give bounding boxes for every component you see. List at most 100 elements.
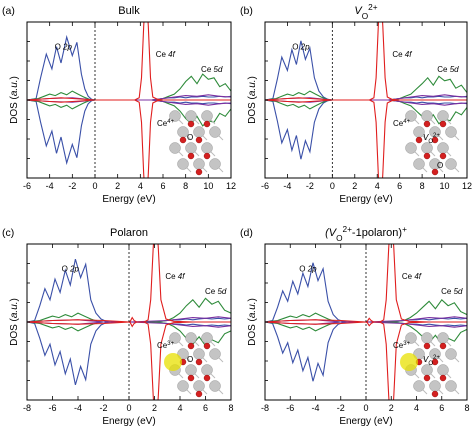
ce-atom	[445, 126, 457, 138]
ce-atom	[437, 110, 449, 122]
o-atom	[203, 342, 211, 350]
panel-title: Polaron	[110, 227, 148, 239]
x-tick-label: 4	[414, 403, 419, 413]
x-axis-label: Energy (eV)	[339, 416, 392, 427]
o-atom	[203, 152, 211, 160]
o-atom	[423, 120, 431, 128]
series-line-down	[27, 99, 231, 106]
y-axis-label: DOS (a.u.)	[9, 298, 20, 346]
o-atom	[203, 120, 211, 128]
ce-atom	[169, 142, 181, 154]
o-atom	[431, 168, 439, 176]
panel-label: (d)	[240, 227, 253, 239]
ce-atom	[405, 110, 417, 122]
structure-label: O	[187, 133, 193, 142]
plot-area	[265, 22, 467, 178]
ce-atom	[437, 364, 449, 376]
structure-label: Ce4+	[393, 119, 411, 128]
ce-atom	[185, 364, 197, 376]
crystal-structure-inset: Ce4+ VO2+ O	[393, 110, 460, 176]
o-atom	[423, 342, 431, 350]
o-atom	[187, 152, 195, 160]
ce-atom	[421, 110, 433, 122]
ce-atom	[405, 142, 417, 154]
polaron-density	[164, 353, 182, 371]
x-tick-label: -2	[337, 403, 345, 413]
o-atom	[179, 136, 187, 144]
series-line-down	[265, 99, 467, 106]
crystal-structure-inset: Ce3+ O	[157, 332, 224, 398]
ce-atom	[185, 142, 197, 154]
peak-annotation: O 2p	[292, 43, 310, 52]
x-tick-label: 6	[397, 181, 402, 191]
peak-annotation: O 2p	[299, 265, 317, 274]
crystal-structure-inset: Ce4+ O	[157, 110, 224, 176]
ce-atom	[209, 380, 221, 392]
x-tick-label: 0	[92, 181, 97, 191]
peak-annotation: Ce 4f	[402, 272, 422, 281]
peak-annotation: Ce 5d	[437, 65, 459, 74]
o-atom	[187, 120, 195, 128]
ce-atom	[193, 380, 205, 392]
x-tick-label: -2	[99, 403, 107, 413]
x-tick-label: 10	[440, 181, 450, 191]
y-axis-label: DOS (a.u.)	[247, 76, 258, 124]
panel-label: (b)	[240, 5, 253, 17]
ce-atom	[209, 158, 221, 170]
panel-b: -6 -4 -2 0 2 4 6 8 10 12 Energy (eV) DOS (a.u.) (b) V…	[240, 3, 472, 206]
x-tick-label: 6	[160, 181, 165, 191]
o-atom	[439, 152, 447, 160]
ce-atom	[445, 348, 457, 360]
x-tick-label: -6	[48, 403, 56, 413]
x-axis-label: Energy (eV)	[102, 416, 155, 427]
o-atom	[195, 136, 203, 144]
o-atom	[431, 358, 439, 366]
series-line-up	[265, 94, 467, 101]
o-atom	[439, 342, 447, 350]
ce-atom	[437, 332, 449, 344]
o-atom	[439, 374, 447, 382]
o-atom	[423, 152, 431, 160]
o-atom	[195, 390, 203, 398]
y-axis-label: DOS (a.u.)	[9, 76, 20, 124]
series-line-down	[27, 321, 231, 400]
peak-annotation: Ce 5d	[441, 287, 463, 296]
series-line-down	[265, 99, 467, 178]
structure-label: O	[187, 355, 193, 364]
structure-label: Ce3+	[157, 341, 175, 350]
ce-atom	[445, 380, 457, 392]
peak-annotation: O 2p	[62, 265, 80, 274]
ce-atom	[429, 380, 441, 392]
series-line-up	[27, 94, 231, 101]
series-line-down	[27, 99, 231, 178]
panel-c: -8 -6 -4 -2 0 2 4 6 8 Energy (eV) DOS (a.u.) (c) Pol…	[2, 227, 234, 427]
x-tick-label: -6	[286, 403, 294, 413]
o-atom	[203, 374, 211, 382]
crystal-structure-inset: Ce3+ VO2+	[393, 332, 460, 398]
x-tick-label: 4	[138, 181, 143, 191]
y-axis-label: DOS (a.u.)	[247, 298, 258, 346]
peak-annotation: Ce 4f	[392, 50, 412, 59]
o-atom	[195, 168, 203, 176]
ce-atom	[177, 380, 189, 392]
ce-atom	[405, 332, 417, 344]
structure-label: Ce3+	[393, 341, 411, 350]
ce-atom	[193, 126, 205, 138]
o-atom	[431, 136, 439, 144]
x-tick-label: 12	[462, 181, 472, 191]
x-tick-label: 2	[115, 181, 120, 191]
ce-atom	[177, 158, 189, 170]
panel-a: -6 -4 -2 0 2 4 6 8 10 12 Energy (eV) DOS (a.u.) (a) B…	[2, 5, 236, 205]
o-atom	[195, 358, 203, 366]
x-tick-label: -4	[283, 181, 291, 191]
x-tick-label: -4	[46, 181, 54, 191]
plot-area	[27, 22, 231, 178]
series-line-down	[265, 321, 467, 400]
ce-atom	[209, 126, 221, 138]
x-tick-label: 2	[152, 403, 157, 413]
structure-label: VO2+	[423, 133, 440, 145]
series-line-up	[27, 244, 231, 323]
ce-atom	[201, 364, 213, 376]
x-tick-label: 0	[126, 403, 131, 413]
